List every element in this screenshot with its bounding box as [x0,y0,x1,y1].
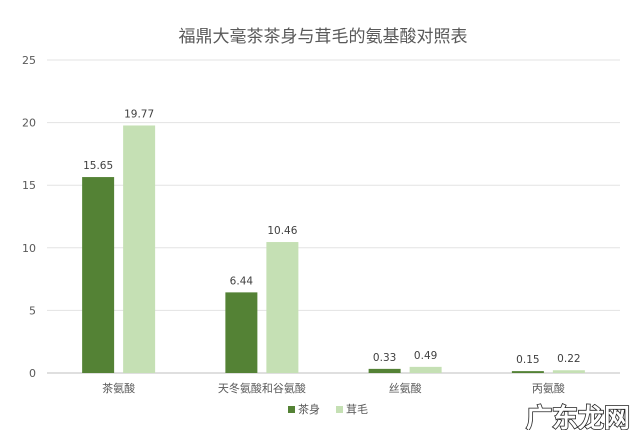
bar-茸毛 [266,242,299,373]
legend-label: 茶身 [298,402,320,416]
y-tick-label: 10 [22,242,36,255]
legend-swatch [336,406,343,413]
data-label: 19.77 [124,108,154,120]
bar-茶身 [368,368,401,373]
x-category-label: 茶氨酸 [102,381,135,395]
y-tick-label: 15 [22,179,36,192]
data-label: 0.15 [516,354,539,366]
x-category-label: 丝氨酸 [389,381,422,395]
data-label: 0.22 [557,353,580,365]
data-label: 0.49 [414,350,437,362]
bar-茸毛 [552,370,585,373]
bar-茶身 [82,177,115,373]
y-tick-label: 5 [29,304,36,317]
data-label: 6.44 [230,275,254,287]
bar-茸毛 [409,366,442,373]
watermark: 广东龙网 [526,403,630,430]
x-category-label: 天冬氨酸和谷氨酸 [218,381,306,395]
y-tick-label: 25 [22,54,36,67]
y-tick-label: 0 [29,367,36,380]
data-label: 10.46 [267,225,297,237]
y-tick-label: 20 [22,117,36,130]
bar-茸毛 [123,125,156,373]
x-category-label: 丙氨酸 [532,381,565,395]
bar-茶身 [511,371,544,373]
bar-茶身 [225,292,258,373]
legend-swatch [288,406,295,413]
data-label: 15.65 [83,160,113,172]
data-label: 0.33 [373,352,396,364]
legend-label: 茸毛 [346,403,368,416]
chart-title: 福鼎大毫茶茶身与茸毛的氨基酸对照表 [179,27,468,47]
